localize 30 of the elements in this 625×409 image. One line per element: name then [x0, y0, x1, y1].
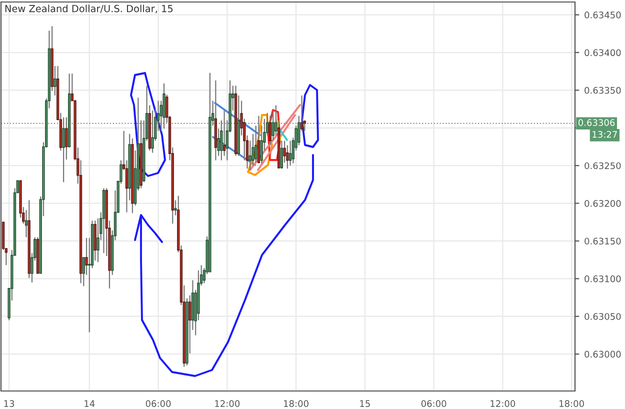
x-tick-label: 13: [4, 400, 14, 408]
x-tick-label: 14: [84, 400, 95, 407]
candlestick: [65, 116, 68, 160]
y-tick-label: 0.63050: [584, 313, 621, 320]
candlestick: [257, 115, 260, 164]
text: 13:27: [592, 130, 617, 138]
chart-title: New Zealand Dollar/U.S. Dollar, 15: [5, 4, 173, 14]
candlestick: [280, 140, 283, 170]
candlestick: [222, 110, 226, 156]
x-tick-label: 12:00: [490, 400, 516, 408]
candlestick: [62, 116, 65, 183]
y-tick-label: 0.63200: [584, 200, 621, 207]
candlestick: [286, 144, 289, 170]
y-tick-label: 0.63100: [584, 275, 621, 282]
y-tick-label: 0.63000: [584, 350, 621, 358]
candlestick: [288, 140, 292, 166]
candlestick: [274, 104, 278, 136]
x-tick-label: 18:00: [284, 400, 308, 408]
y-tick-label: 0.63450: [584, 12, 621, 18]
x-tick-label: 06:00: [146, 400, 171, 408]
x-tick-label: 06:00: [421, 400, 446, 408]
y-tick-label: 0.63250: [584, 162, 621, 170]
y-tick-label: 0.63400: [584, 49, 621, 56]
x-tick-label: 12:00: [215, 400, 240, 408]
x-tick-label: 15: [360, 400, 370, 408]
x-tick-label: 18:00: [560, 400, 584, 408]
y-tick-label: 0.63350: [584, 86, 621, 94]
ref-line-label: 0.63306: [578, 119, 615, 126]
y-tick-label: 0.63150: [584, 238, 621, 245]
candlestick: [54, 66, 56, 96]
